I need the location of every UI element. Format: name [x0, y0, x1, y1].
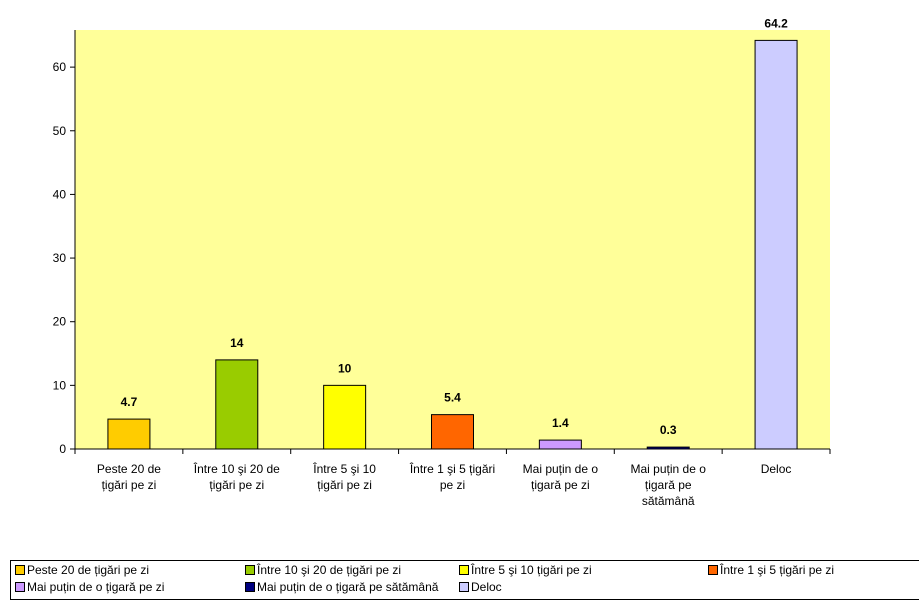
- category-label: Între 10 şi 20 de țigări pe zi: [193, 461, 280, 492]
- bar: [107, 418, 151, 450]
- category-label-line: Între 10 şi 20 de: [193, 461, 280, 476]
- category-label: Între 1 şi 5 țigări pe zi: [409, 461, 495, 492]
- bar: [323, 384, 367, 450]
- category-label-line: țigări pe zi: [209, 478, 264, 492]
- bar: [754, 39, 798, 450]
- bar: [646, 446, 690, 450]
- category-label-line: țigară pe zi: [531, 478, 590, 492]
- data-label: 5.4: [444, 391, 461, 405]
- bar: [431, 414, 474, 450]
- legend-item: Între 1 şi 5 țigări pe zi: [708, 563, 834, 577]
- category-label-line: Peste 20 de: [97, 462, 161, 476]
- bars: [107, 39, 798, 450]
- legend-swatch: [245, 564, 255, 575]
- bar-chart: 0 10 20 30 40 50 60 4.7 Peste 20 de țigări pe zi…: [53, 16, 831, 508]
- legend-item: Între 10 şi 20 de țigări pe zi: [245, 563, 401, 577]
- legend-item: Deloc: [459, 580, 502, 594]
- legend-swatch: [245, 581, 255, 592]
- legend-label: Între 5 şi 10 țigări pe zi: [471, 563, 592, 577]
- legend-item: Mai puțin de o țigară pe sătămână: [245, 580, 438, 594]
- category-label-line: pe zi: [440, 478, 465, 492]
- data-label: 1.4: [552, 416, 569, 430]
- category-label-line: sătămână: [642, 494, 695, 508]
- y-tick-label: 60: [53, 60, 67, 74]
- category-label: Între 5 şi 10 țigări pe zi: [312, 461, 376, 492]
- data-label: 0.3: [660, 423, 677, 437]
- category-label-line: Deloc: [761, 462, 792, 476]
- category-label-line: Între 1 şi 5 țigări: [409, 461, 495, 476]
- category-label-line: țigară pe: [645, 478, 692, 492]
- legend-item: Între 5 şi 10 țigări pe zi: [459, 563, 592, 577]
- category-label-line: Între 5 şi 10: [312, 461, 376, 476]
- category-label: Peste 20 de țigări pe zi: [97, 462, 161, 492]
- category-label-line: Mai puțin de o: [523, 462, 599, 476]
- y-tick-label: 50: [53, 124, 67, 138]
- y-tick-label: 40: [53, 187, 67, 201]
- legend-label: Între 10 şi 20 de țigări pe zi: [257, 563, 402, 577]
- legend-swatch: [708, 564, 718, 575]
- legend-label: Deloc: [471, 580, 502, 594]
- legend-item: Peste 20 de țigări pe zi: [15, 563, 149, 577]
- bar: [538, 439, 582, 450]
- legend-swatch: [459, 564, 469, 575]
- legend-label: Peste 20 de țigări pe zi: [27, 563, 150, 577]
- data-label: 4.7: [121, 395, 138, 409]
- y-tick-label: 20: [53, 315, 67, 329]
- category-label: Mai puțin de o țigară pe zi: [523, 462, 599, 492]
- data-label: 14: [230, 336, 244, 350]
- legend-label: Între 1 şi 5 țigări pe zi: [720, 563, 835, 577]
- y-tick-label: 10: [53, 378, 67, 392]
- bar: [215, 359, 259, 450]
- legend-swatch: [15, 581, 25, 592]
- y-tick-label: 30: [53, 251, 67, 265]
- labels: 4.7 Peste 20 de țigări pe zi 14 Între 10 şi …: [97, 16, 792, 508]
- plot-area: [75, 30, 830, 449]
- category-label: Mai puțin de o țigară pe sătămână: [631, 462, 707, 508]
- legend-swatch: [459, 581, 469, 592]
- y-tick-label: 0: [59, 442, 66, 456]
- legend-swatch: [15, 564, 25, 575]
- axes: 0 10 20 30 40 50 60: [53, 30, 831, 456]
- legend: Peste 20 de țigări pe zi Între 10 şi 20 d…: [10, 560, 919, 600]
- category-label-line: Mai puțin de o: [631, 462, 707, 476]
- legend-item: Mai puțin de o țigară pe zi: [15, 580, 164, 594]
- legend-label: Mai puțin de o țigară pe sătămână: [257, 580, 439, 594]
- legend-label: Mai puțin de o țigară pe zi: [27, 580, 165, 594]
- category-label-line: țigări pe zi: [102, 478, 157, 492]
- data-label: 10: [338, 361, 352, 375]
- category-label-line: țigări pe zi: [317, 478, 372, 492]
- category-label: Deloc: [761, 462, 792, 476]
- data-label: 64.2: [764, 16, 788, 30]
